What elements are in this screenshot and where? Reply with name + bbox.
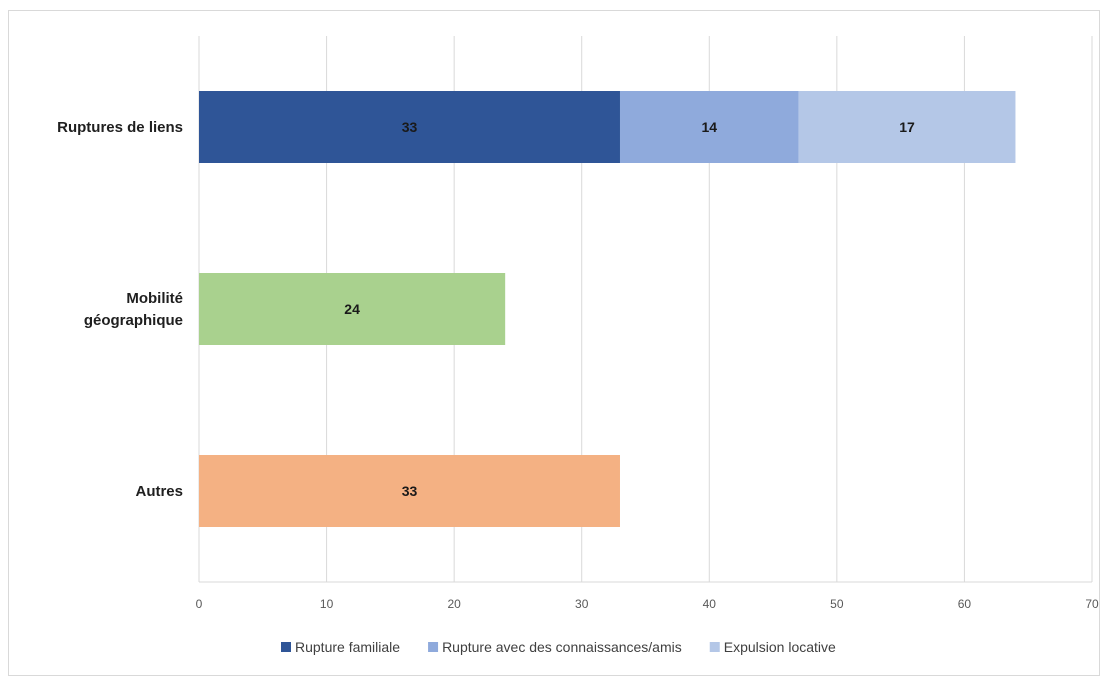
category-label: Autres (135, 483, 183, 500)
legend-swatch (709, 642, 720, 652)
x-tick-label: 60 (958, 597, 972, 611)
x-tick-label: 40 (703, 597, 717, 611)
x-tick-label: 50 (830, 597, 844, 611)
data-label: 24 (344, 301, 360, 317)
category-label: Mobilité géographique (84, 290, 183, 329)
legend-label: Expulsion locative (724, 639, 836, 655)
bar-segment (798, 91, 1016, 163)
data-label: 14 (701, 119, 717, 135)
legend-swatch (281, 642, 291, 652)
legend-label: Rupture avec des connaissances/amis (442, 639, 682, 655)
legend-label: Rupture familiale (295, 639, 400, 655)
bar-segment (199, 273, 506, 345)
data-label: 33 (402, 119, 418, 135)
x-tick-label: 20 (447, 597, 461, 611)
legend-swatch (428, 642, 439, 652)
x-tick-label: 10 (320, 597, 334, 611)
bar-segment (199, 455, 620, 527)
x-tick-label: 30 (575, 597, 589, 611)
category-label: Ruptures de liens (57, 119, 183, 136)
x-tick-label: 0 (196, 597, 203, 611)
bar-segment (199, 91, 620, 163)
x-tick-label: 70 (1085, 597, 1099, 611)
bar-segment (619, 91, 799, 163)
data-label: 17 (899, 119, 915, 135)
data-label: 33 (402, 483, 418, 499)
